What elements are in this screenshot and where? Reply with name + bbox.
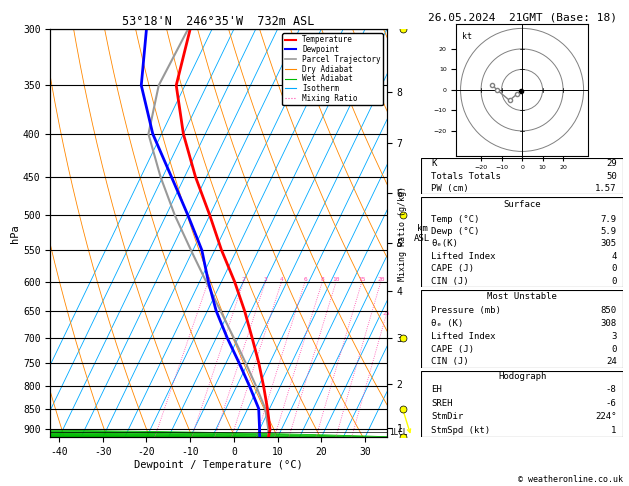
Text: 1: 1 [206, 277, 210, 282]
Text: 50: 50 [606, 172, 616, 181]
Text: 26.05.2024  21GMT (Base: 18): 26.05.2024 21GMT (Base: 18) [428, 12, 616, 22]
Text: CAPE (J): CAPE (J) [431, 345, 474, 354]
Y-axis label: km
ASL: km ASL [414, 224, 430, 243]
Text: Lifted Index: Lifted Index [431, 252, 496, 261]
Text: Surface: Surface [503, 200, 541, 209]
Legend: Temperature, Dewpoint, Parcel Trajectory, Dry Adiabat, Wet Adiabat, Isotherm, Mi: Temperature, Dewpoint, Parcel Trajectory… [282, 33, 383, 105]
Title: 53°18'N  246°35'W  732m ASL: 53°18'N 246°35'W 732m ASL [123, 15, 314, 28]
Text: 305: 305 [601, 240, 616, 248]
X-axis label: Dewpoint / Temperature (°C): Dewpoint / Temperature (°C) [134, 460, 303, 470]
Text: Lifted Index: Lifted Index [431, 332, 496, 341]
Text: 1.57: 1.57 [595, 184, 616, 192]
Text: 10: 10 [332, 277, 340, 282]
Y-axis label: hPa: hPa [10, 224, 20, 243]
Text: SREH: SREH [431, 399, 453, 408]
Text: StmSpd (kt): StmSpd (kt) [431, 426, 491, 435]
Text: 4: 4 [611, 252, 616, 261]
Text: 0: 0 [611, 277, 616, 286]
Text: θₑ(K): θₑ(K) [431, 240, 459, 248]
Text: -6: -6 [606, 399, 616, 408]
Text: CAPE (J): CAPE (J) [431, 264, 474, 273]
Text: PW (cm): PW (cm) [431, 184, 469, 192]
Text: 6: 6 [303, 277, 307, 282]
Text: 15: 15 [358, 277, 365, 282]
Text: 5.9: 5.9 [601, 227, 616, 236]
Text: 20: 20 [377, 277, 384, 282]
Text: Temp (°C): Temp (°C) [431, 215, 480, 224]
Text: 0: 0 [611, 264, 616, 273]
Text: CIN (J): CIN (J) [431, 277, 469, 286]
Text: 0: 0 [611, 345, 616, 354]
Text: Totals Totals: Totals Totals [431, 172, 501, 181]
Text: 7.9: 7.9 [601, 215, 616, 224]
Text: CIN (J): CIN (J) [431, 358, 469, 366]
Text: Hodograph: Hodograph [498, 372, 546, 382]
Text: 1: 1 [611, 426, 616, 435]
Text: 2: 2 [242, 277, 245, 282]
Text: 25: 25 [382, 311, 390, 316]
Text: StmDir: StmDir [431, 413, 464, 421]
Text: 1LCL: 1LCL [389, 428, 408, 437]
Text: Mixing Ratio (g/kg): Mixing Ratio (g/kg) [398, 186, 407, 281]
Text: 29: 29 [606, 159, 616, 169]
Text: K: K [431, 159, 437, 169]
Text: 24: 24 [606, 358, 616, 366]
Text: -8: -8 [606, 385, 616, 394]
Text: 3: 3 [264, 277, 267, 282]
Text: 308: 308 [601, 319, 616, 328]
Text: 4: 4 [280, 277, 284, 282]
Text: 8: 8 [320, 277, 324, 282]
Text: Most Unstable: Most Unstable [487, 293, 557, 301]
Text: 3: 3 [611, 332, 616, 341]
Text: kt: kt [462, 32, 472, 41]
Text: Dewp (°C): Dewp (°C) [431, 227, 480, 236]
Text: 850: 850 [601, 306, 616, 315]
Text: EH: EH [431, 385, 442, 394]
Text: 224°: 224° [595, 413, 616, 421]
Text: θₑ (K): θₑ (K) [431, 319, 464, 328]
Text: Pressure (mb): Pressure (mb) [431, 306, 501, 315]
Text: © weatheronline.co.uk: © weatheronline.co.uk [518, 474, 623, 484]
